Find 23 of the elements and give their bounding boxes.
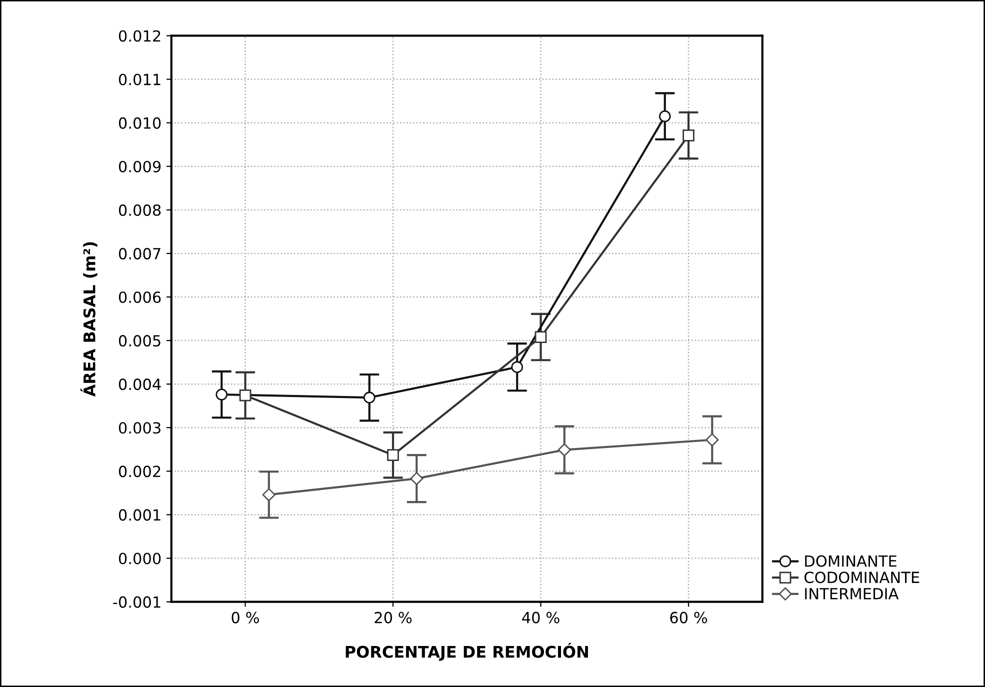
x-tick-label: 20 % <box>374 612 412 624</box>
y-tick-label: 0.009 <box>118 160 161 172</box>
legend-label: INTERMEDIA <box>805 588 899 600</box>
y-tick-label: 0.004 <box>118 378 161 390</box>
y-tick-label: 0.001 <box>118 509 160 521</box>
x-tick-label: 60 % <box>670 612 708 624</box>
y-tick-label: 0.007 <box>118 248 160 260</box>
y-tick-label: 0.006 <box>118 291 161 304</box>
x-tick-label: 0 % <box>232 612 259 624</box>
y-tick-label: -0.001 <box>113 596 160 608</box>
y-axis-title: ÁREA BASAL (m²) <box>80 242 98 397</box>
x-axis-title: PORCENTAJE DE REMOCIÓN <box>346 642 588 661</box>
x-tick-label: 40 % <box>522 612 560 624</box>
y-tick-label: 0.002 <box>118 466 160 478</box>
legend-label: CODOMINANTE <box>804 572 920 584</box>
y-tick-label: 0.011 <box>118 74 160 86</box>
y-tick-label: 0.012 <box>118 30 160 42</box>
y-tick-label: 0.000 <box>118 552 161 564</box>
y-tick-label: 0.008 <box>118 204 161 216</box>
y-tick-label: 0.005 <box>118 335 160 347</box>
y-tick-label: 0.010 <box>118 117 161 129</box>
legend-label: DOMINANTE <box>805 555 896 567</box>
y-tick-label: 0.003 <box>118 422 160 434</box>
